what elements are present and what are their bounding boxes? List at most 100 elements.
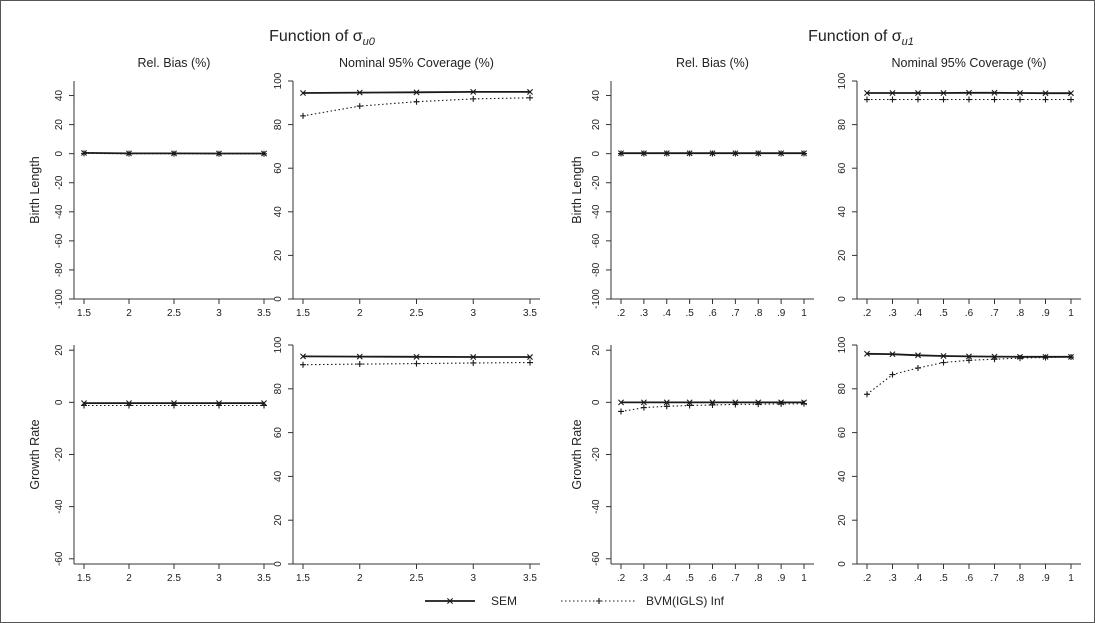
bvm-marker: [1042, 354, 1049, 361]
y-tick-label: -20: [591, 447, 602, 462]
x-tick-label: .9: [777, 573, 786, 584]
x-tick-label: 1: [1068, 573, 1074, 584]
x-tick-label: 1: [801, 308, 807, 319]
x-tick-label: 2: [126, 308, 132, 319]
y-tick-label: -40: [591, 204, 602, 219]
legend: SEM BVM(IGLS) Inf: [425, 594, 725, 608]
bvm-marker: [755, 401, 762, 408]
y-tick-label: -100: [54, 289, 65, 309]
y-tick-label: 100: [273, 336, 284, 353]
y-tick-label: 0: [591, 399, 602, 405]
bvm-marker: [126, 150, 132, 157]
y-tick-label: 80: [837, 119, 848, 131]
sem-marker: [940, 90, 947, 96]
bvm-marker: [300, 112, 306, 119]
bvm-marker: [755, 150, 762, 157]
y-tick-label: 40: [837, 206, 848, 218]
y-tick-label: -60: [591, 551, 602, 566]
y-tick-label: 0: [54, 399, 65, 405]
bvm-marker: [864, 96, 870, 103]
x-tick-label: 1.5: [77, 308, 91, 319]
y-tick-label: -40: [54, 204, 65, 219]
x-tick-label: .3: [640, 308, 649, 319]
x-tick-label: .4: [914, 573, 923, 584]
bvm-marker: [413, 98, 420, 105]
y-tick-label: 0: [837, 296, 848, 302]
row-label: Growth Rate: [570, 419, 584, 489]
y-tick-label: 60: [837, 162, 848, 174]
bvm-marker: [686, 402, 693, 409]
bvm-marker: [261, 150, 267, 157]
y-tick-label: 80: [273, 119, 284, 131]
y-tick-label: -40: [54, 499, 65, 514]
x-tick-label: .5: [939, 573, 948, 584]
x-tick-label: .4: [663, 308, 672, 319]
y-tick-label: 20: [273, 249, 284, 261]
bvm-series-line: [620, 403, 805, 413]
bvm-marker: [527, 94, 533, 101]
x-tick-label: .8: [754, 573, 763, 584]
panel: Rel. Bias (%) Birth Length -100 -80 -60 -40 -2…: [28, 56, 274, 319]
legend-sem-label: SEM: [491, 594, 517, 608]
panel: Nominal 95% Coverage (%) 0 20 40 60 80 100 1.5 2…: [273, 56, 540, 319]
panel-title: Nominal 95% Coverage (%): [892, 56, 1047, 70]
panel: 0 20 40 60 80 100 .2 .3 .4 .5 .6 .7 .8 .9 1: [837, 336, 1081, 584]
sem-marker: [966, 89, 972, 96]
y-tick-label: 40: [54, 90, 65, 102]
bvm-marker: [1068, 96, 1074, 103]
x-tick-label: .6: [708, 573, 717, 584]
bvm-marker: [663, 403, 670, 410]
y-tick-label: -60: [54, 551, 65, 566]
titles-layer: Function of σu0 Function of σu1: [269, 28, 914, 48]
x-tick-label: .2: [863, 308, 872, 319]
bvm-marker: [778, 150, 785, 157]
x-tick-label: .5: [685, 308, 694, 319]
sem-marker: [864, 350, 870, 357]
bvm-marker: [356, 103, 363, 110]
y-tick-label: 40: [273, 206, 284, 218]
bvm-marker: [640, 150, 647, 157]
x-tick-label: 1: [1068, 308, 1074, 319]
y-tick-label: 100: [837, 72, 848, 89]
bvm-marker: [413, 360, 420, 367]
y-tick-label: -40: [591, 499, 602, 514]
bvm-marker: [709, 401, 716, 408]
y-tick-label: -80: [54, 262, 65, 277]
y-tick-label: 40: [273, 470, 284, 482]
bvm-marker: [732, 150, 739, 157]
x-tick-label: .7: [990, 308, 999, 319]
y-tick-label: -20: [54, 447, 65, 462]
bvm-marker: [618, 150, 624, 157]
x-tick-label: 2.5: [167, 308, 181, 319]
x-tick-label: .9: [1041, 573, 1050, 584]
y-tick-label: 0: [273, 296, 284, 302]
bvm-series-line: [866, 356, 1072, 395]
bvm-marker: [216, 150, 222, 157]
x-tick-label: .2: [617, 308, 626, 319]
y-tick-label: 20: [54, 344, 65, 356]
bvm-marker: [940, 96, 947, 103]
bvm-marker: [356, 361, 363, 368]
y-tick-label: 0: [591, 150, 602, 156]
x-tick-label: .8: [1016, 573, 1025, 584]
x-tick-label: .5: [685, 573, 694, 584]
y-tick-label: -60: [54, 233, 65, 248]
x-tick-label: 2.5: [410, 308, 424, 319]
sem-marker: [470, 354, 477, 361]
bvm-marker: [470, 95, 477, 102]
y-tick-label: 80: [273, 383, 284, 395]
x-tick-label: 2: [357, 573, 363, 584]
row-label: Birth Length: [570, 156, 584, 223]
x-tick-label: .3: [888, 308, 897, 319]
bvm-marker: [527, 359, 533, 366]
bvm-marker: [915, 364, 921, 371]
bvm-marker: [1017, 355, 1023, 362]
panel: Growth Rate -60 -40 -20 0 20 1.5 2 2.5 3 3.5: [28, 344, 274, 584]
sem-marker: [1017, 90, 1023, 96]
bvm-marker: [81, 402, 87, 409]
x-tick-label: 2: [357, 308, 363, 319]
sem-marker: [447, 598, 453, 604]
bvm-marker: [618, 408, 624, 415]
y-tick-label: 100: [837, 336, 848, 353]
sem-marker: [618, 399, 624, 406]
